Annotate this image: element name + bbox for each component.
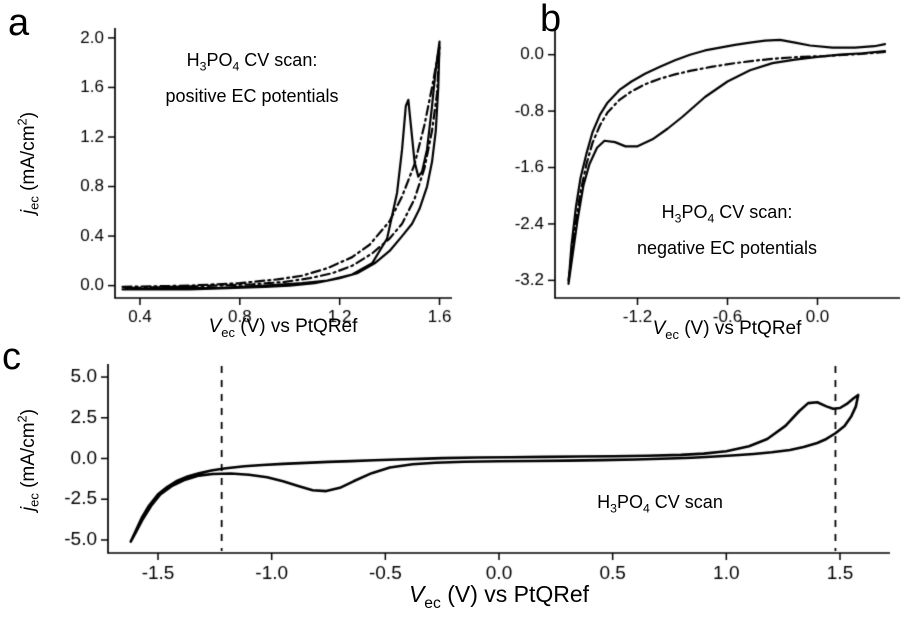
panel-letter-a: a: [8, 2, 30, 44]
x-axis-unit: (V) vs PtQRef: [234, 316, 358, 338]
x-axis-variable: V: [408, 581, 425, 608]
x-axis-unit: (V) vs PtQRef: [440, 581, 590, 608]
x-axis-variable: V: [208, 316, 222, 338]
panel-c-annotation: H3PO4 CV scan: [597, 485, 723, 521]
panel-a-y-axis-label: jec (mA/cm2): [14, 112, 41, 214]
y-axis-subscript: ec: [26, 493, 42, 507]
panel-c-y-axis-label: jec (mA/cm2): [14, 409, 41, 511]
panel-c-chart-canvas: [0, 350, 908, 629]
formula-sub3: 3: [610, 501, 617, 516]
formula-h: H: [186, 49, 200, 70]
panel-a-annotation: H3PO4 CV scan: positive EC potentials: [165, 43, 338, 113]
panel-b-x-axis-label: Vec (V) vs PtQRef: [653, 318, 802, 342]
y-axis-subscript: ec: [26, 196, 42, 210]
panel-a-x-axis-label: Vec (V) vs PtQRef: [209, 316, 358, 340]
formula-sub3: 3: [199, 59, 207, 74]
formula-h: H: [661, 201, 675, 222]
y-axis-variable: j: [17, 506, 39, 512]
panel-c-x-axis-label: Vec (V) vs PtQRef: [409, 581, 589, 613]
formula-po: PO: [206, 49, 233, 70]
panel-letter-c: c: [2, 336, 21, 378]
panel-a-chart-canvas: [0, 0, 460, 348]
annotation-line2: negative EC potentials: [636, 237, 818, 258]
annotation-suffix: CV scan:: [239, 49, 318, 70]
formula-po: PO: [681, 201, 708, 222]
annotation-line1: H3PO4 CV scan: [597, 485, 723, 521]
formula-sub4: 4: [707, 211, 715, 226]
formula-sub4: 4: [642, 501, 650, 516]
annotation-suffix: CV scan:: [714, 201, 793, 222]
panel-letter-b: b: [540, 0, 562, 40]
annotation-suffix: CV scan: [649, 492, 723, 513]
x-axis-subscript: ec: [221, 324, 235, 340]
x-axis-unit: (V) vs PtQRef: [678, 318, 802, 340]
y-axis-superscript: 2: [14, 415, 30, 423]
panel-b-annotation: H3PO4 CV scan: negative EC potentials: [637, 195, 817, 265]
y-axis-variable: j: [17, 209, 39, 215]
formula-sub3: 3: [674, 211, 682, 226]
formula-h: H: [597, 492, 611, 513]
y-axis-unit: (mA/cm: [17, 422, 39, 494]
annotation-line1: H3PO4 CV scan:: [165, 43, 338, 79]
annotation-line1: H3PO4 CV scan:: [637, 195, 817, 231]
y-axis-superscript: 2: [14, 118, 30, 126]
y-axis-unit-close: ): [17, 408, 39, 416]
x-axis-subscript: ec: [424, 594, 441, 612]
x-axis-variable: V: [652, 318, 666, 340]
formula-sub4: 4: [232, 59, 240, 74]
y-axis-unit: (mA/cm: [17, 125, 39, 197]
y-axis-unit-close: ): [17, 111, 39, 119]
x-axis-subscript: ec: [665, 326, 679, 342]
panel-b-chart-canvas: [460, 0, 908, 348]
annotation-line2: positive EC potentials: [165, 85, 339, 106]
formula-po: PO: [616, 492, 643, 513]
